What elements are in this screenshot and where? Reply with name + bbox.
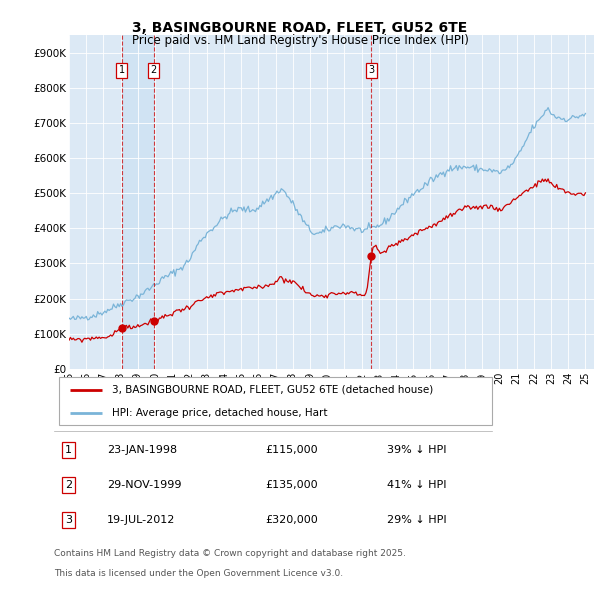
Text: 1: 1 xyxy=(65,445,72,455)
Text: 2: 2 xyxy=(151,65,157,76)
Text: 1: 1 xyxy=(119,65,125,76)
Text: HPI: Average price, detached house, Hart: HPI: Average price, detached house, Hart xyxy=(112,408,328,418)
Text: 29-NOV-1999: 29-NOV-1999 xyxy=(107,480,181,490)
Text: 41% ↓ HPI: 41% ↓ HPI xyxy=(386,480,446,490)
Bar xyxy=(122,35,154,369)
Text: £115,000: £115,000 xyxy=(265,445,318,455)
Text: 2: 2 xyxy=(65,480,73,490)
Text: 39% ↓ HPI: 39% ↓ HPI xyxy=(386,445,446,455)
Text: 3: 3 xyxy=(65,515,72,525)
Text: This data is licensed under the Open Government Licence v3.0.: This data is licensed under the Open Gov… xyxy=(54,569,343,578)
Text: 29% ↓ HPI: 29% ↓ HPI xyxy=(386,515,446,525)
Text: 3, BASINGBOURNE ROAD, FLEET, GU52 6TE (detached house): 3, BASINGBOURNE ROAD, FLEET, GU52 6TE (d… xyxy=(112,385,433,395)
Text: 3, BASINGBOURNE ROAD, FLEET, GU52 6TE: 3, BASINGBOURNE ROAD, FLEET, GU52 6TE xyxy=(133,21,467,35)
Text: 3: 3 xyxy=(368,65,374,76)
Text: £320,000: £320,000 xyxy=(265,515,318,525)
FancyBboxPatch shape xyxy=(59,378,492,425)
Text: £135,000: £135,000 xyxy=(265,480,318,490)
Text: Price paid vs. HM Land Registry's House Price Index (HPI): Price paid vs. HM Land Registry's House … xyxy=(131,34,469,47)
Text: 19-JUL-2012: 19-JUL-2012 xyxy=(107,515,175,525)
Text: Contains HM Land Registry data © Crown copyright and database right 2025.: Contains HM Land Registry data © Crown c… xyxy=(54,549,406,558)
Text: 23-JAN-1998: 23-JAN-1998 xyxy=(107,445,177,455)
